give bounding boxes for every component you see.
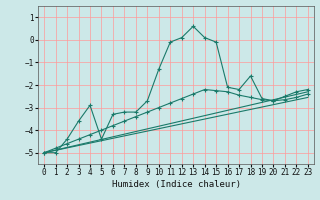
X-axis label: Humidex (Indice chaleur): Humidex (Indice chaleur) [111, 180, 241, 189]
